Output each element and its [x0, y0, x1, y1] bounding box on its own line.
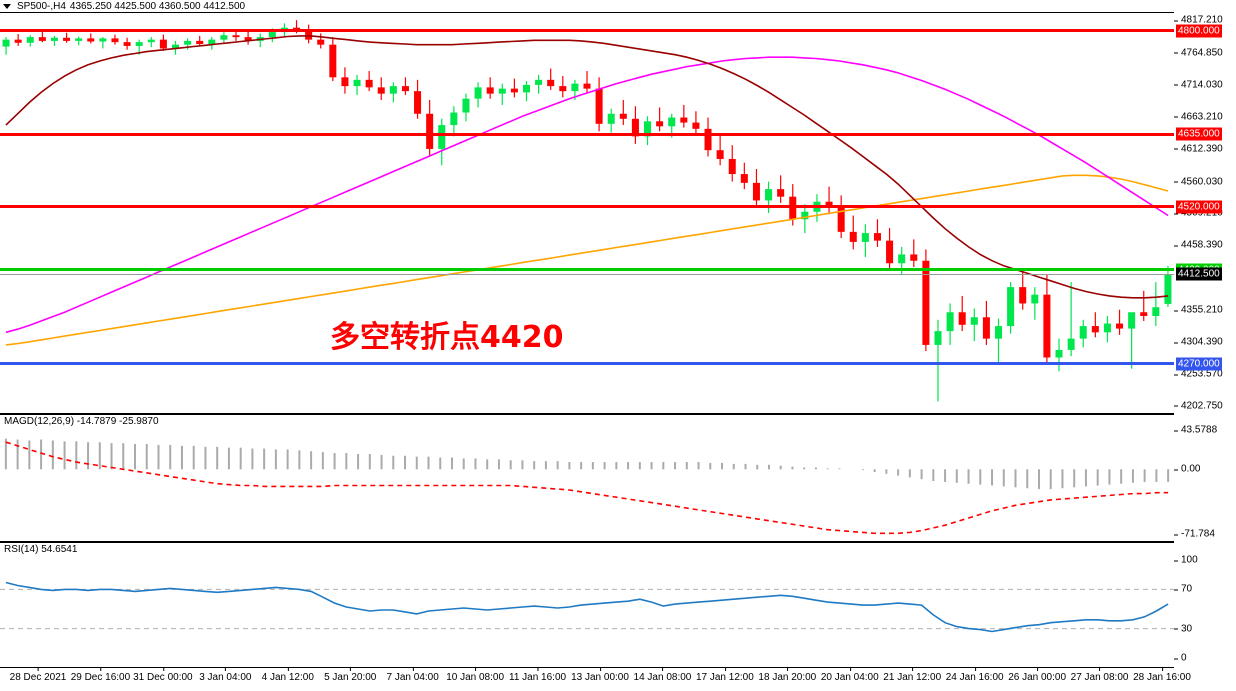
- price-tick: 4612.390: [1174, 143, 1223, 154]
- price-tick: 4509.210: [1174, 208, 1223, 219]
- macd-label: MAGD(12,26,9) -14.7879 -25.9870: [4, 416, 159, 427]
- time-tick: 31 Dec 00:00: [133, 668, 193, 683]
- support-4270: [0, 362, 1174, 366]
- price-pane: 多空转折点4420 4817.210 4764.850 4714.030 4663.2…: [0, 12, 1236, 414]
- current-price-line: [0, 274, 1174, 276]
- rsi-tick: 70: [1174, 584, 1192, 595]
- rsi-pane-top-border: [0, 542, 1236, 543]
- time-tick: 3 Jan 04:00: [199, 668, 252, 683]
- price-tick: 4253.570: [1174, 369, 1223, 380]
- time-tick: 5 Jan 20:00: [324, 668, 377, 683]
- time-tick: 10 Jan 08:00: [446, 668, 505, 683]
- time-tick: 11 Jan 16:00: [509, 668, 567, 683]
- price-pane-bottom-border: [0, 413, 1236, 414]
- time-axis[interactable]: 28 Dec 2021 29 Dec 16:00 31 Dec 00:00 3 Jan…: [0, 668, 1191, 690]
- rsi-pane: RSI(14) 54.6541 100 70 30 0: [0, 542, 1236, 668]
- rsi-label: RSI(14) 54.6541: [4, 544, 78, 555]
- time-tick: 21 Jan 12:00: [883, 668, 942, 683]
- rsi-tick: 30: [1174, 623, 1192, 634]
- instrument-header[interactable]: SP500-,H4 4365.250 4425.500 4360.500 441…: [0, 0, 245, 12]
- symbol-label: SP500-,H4: [17, 0, 66, 12]
- chevron-down-icon[interactable]: [3, 3, 11, 9]
- price-level-4635[interactable]: 4635.000: [1176, 127, 1222, 141]
- rsi-plot-area[interactable]: [0, 542, 1174, 668]
- candlestick-svg: [2, 20, 1172, 402]
- price-level-4270[interactable]: 4270.000: [1176, 357, 1222, 371]
- time-tick: 13 Jan 00:00: [571, 668, 629, 683]
- price-pane-top-border: [0, 12, 1236, 13]
- time-tick: 20 Jan 04:00: [820, 668, 879, 683]
- time-tick: 26 Jan 00:00: [1008, 668, 1067, 683]
- price-tick: 4458.390: [1174, 240, 1223, 251]
- time-tick: 7 Jan 04:00: [386, 668, 439, 683]
- price-tick: 4304.390: [1174, 337, 1223, 348]
- resistance-4800: [0, 29, 1174, 33]
- time-tick: 29 Dec 16:00: [70, 668, 131, 683]
- price-level-4520[interactable]: 4520.000: [1176, 200, 1222, 214]
- price-tick: 4202.750: [1174, 400, 1223, 411]
- price-tick: 4764.850: [1174, 47, 1223, 58]
- chart-annotation: 多空转折点4420: [330, 320, 564, 355]
- ohlc-values: 4365.250 4425.500 4360.500 4412.500: [69, 0, 246, 12]
- price-tick: 4355.210: [1174, 305, 1223, 316]
- macd-pane-bottom-border: [0, 541, 1236, 542]
- time-tick: 4 Jan 12:00: [261, 668, 314, 683]
- price-axis[interactable]: 4817.210 4764.850 4714.030 4663.210 4612.390…: [1174, 12, 1236, 414]
- rsi-tick: 0: [1174, 653, 1187, 664]
- rsi-svg: [0, 581, 1174, 633]
- time-tick: 28 Jan 16:00: [1133, 668, 1191, 683]
- macd-tick: -71.784: [1174, 529, 1215, 540]
- time-tick: 27 Jan 08:00: [1070, 668, 1129, 683]
- price-plot-area[interactable]: 多空转折点4420: [0, 12, 1174, 414]
- current-price-tag[interactable]: 4412.500: [1176, 267, 1222, 281]
- rsi-pane-bottom-border: [0, 667, 1236, 668]
- macd-plot-area[interactable]: [0, 414, 1174, 542]
- macd-axis[interactable]: 43.5788 0.00 -71.784: [1174, 414, 1236, 542]
- time-tick: 18 Jan 20:00: [758, 668, 817, 683]
- time-tick: 14 Jan 08:00: [633, 668, 692, 683]
- macd-pane-top-border: [0, 414, 1236, 415]
- macd-tick: 43.5788: [1174, 425, 1217, 436]
- price-tick: 4714.030: [1174, 79, 1223, 90]
- time-tick: 24 Jan 16:00: [945, 668, 1004, 683]
- resistance-4635: [0, 132, 1174, 136]
- resistance-4520: [0, 205, 1174, 209]
- price-tick: 4817.210: [1174, 15, 1223, 26]
- pivot-4420: [0, 268, 1174, 272]
- price-tick: 4663.210: [1174, 111, 1223, 122]
- price-tick: 4560.030: [1174, 176, 1223, 187]
- rsi-tick: 100: [1174, 555, 1198, 566]
- price-level-4800[interactable]: 4800.000: [1176, 24, 1222, 38]
- macd-svg: [4, 438, 1170, 535]
- time-tick: 17 Jan 12:00: [695, 668, 754, 683]
- macd-tick: 0.00: [1174, 464, 1200, 475]
- time-tick: 28 Dec 2021: [9, 668, 67, 683]
- rsi-axis[interactable]: 100 70 30 0: [1174, 542, 1236, 668]
- macd-pane: MAGD(12,26,9) -14.7879 -25.9870 43.5788 0…: [0, 414, 1236, 542]
